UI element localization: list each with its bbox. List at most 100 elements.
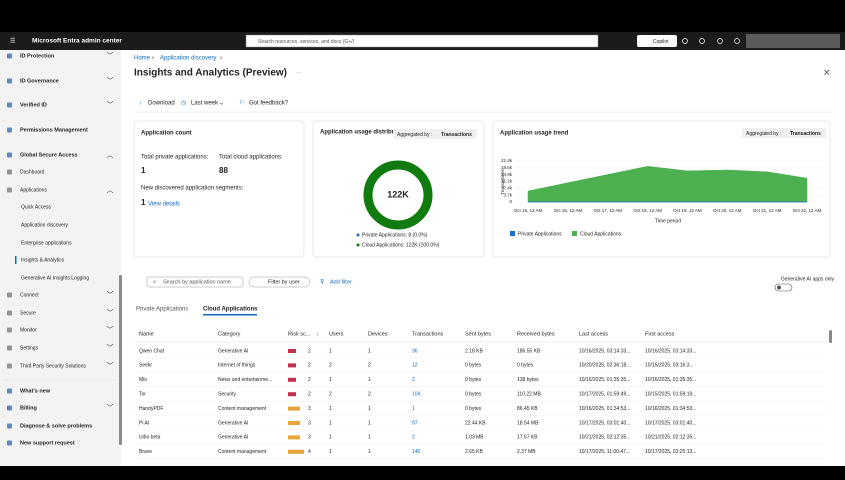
nav-item[interactable]: ID Governance — [20, 78, 59, 84]
risk-bar — [288, 349, 296, 353]
nav-item[interactable]: Application discovery — [21, 222, 68, 228]
cell: 186.55 KB — [517, 348, 541, 354]
column-header[interactable]: First access — [645, 331, 675, 337]
nav-item[interactable]: Enterprise applications — [21, 240, 72, 246]
toolbar-range[interactable]: Last week — [191, 101, 219, 107]
nav-icon — [7, 364, 12, 369]
nav-item[interactable]: Verified ID — [20, 102, 47, 108]
nav-item[interactable]: Dashboard — [20, 169, 45, 175]
cell[interactable]: 36 — [412, 348, 418, 354]
cell: 10/16/2025, 01:35:35... — [579, 377, 630, 383]
chevron: ﹀ — [107, 291, 114, 299]
cell: 2 — [368, 363, 371, 369]
close[interactable]: ✕ — [823, 67, 831, 77]
x-tick-label: Oct 21, 12 AM — [753, 208, 782, 213]
nav-icon — [7, 389, 12, 394]
cell[interactable]: 104 — [412, 392, 421, 398]
cell: Internet of things — [218, 363, 256, 369]
cell[interactable]: 2 — [412, 377, 415, 383]
cell[interactable]: 146 — [412, 449, 421, 455]
legend-dot — [357, 234, 360, 237]
nav-item[interactable]: Quick Access — [21, 204, 52, 210]
copilot-label: Copilot — [653, 39, 669, 45]
column-header[interactable]: Name — [139, 331, 154, 337]
card-title: Application usage trend — [500, 131, 569, 137]
nav-item[interactable]: What's new — [20, 388, 51, 394]
cell: 10/16/2025, 01:34:53... — [579, 406, 630, 412]
cell: 3 — [308, 435, 311, 441]
nav-item[interactable]: Permissions Management — [20, 127, 88, 133]
more[interactable]: ··· — [296, 71, 302, 77]
tab[interactable]: Private Applications — [136, 307, 188, 313]
cell: 2 — [308, 377, 311, 383]
chevron: ︿ — [107, 152, 114, 159]
nav-item[interactable]: Settings — [20, 345, 39, 351]
column-header[interactable]: Last access — [579, 331, 608, 337]
nav-item[interactable]: Global Secure Access — [20, 152, 78, 158]
cell: 10/17/2025, 01:59:49... — [579, 392, 630, 398]
nav-item[interactable]: Insights & Analytics — [21, 257, 65, 263]
column-header[interactable]: Received bytes — [517, 331, 555, 337]
account-blurred[interactable] — [746, 34, 840, 48]
chevron: ﹀ — [107, 101, 114, 109]
nav-item[interactable]: Connect — [20, 292, 39, 298]
cell: 10/16/2025, 01:34:53... — [645, 406, 696, 412]
cell: Tor — [139, 392, 146, 398]
donut-center: 122K — [387, 189, 409, 199]
cell: Pi AI — [139, 420, 149, 426]
column-header[interactable]: Transactions — [412, 331, 444, 337]
risk-bar — [288, 378, 296, 382]
breadcrumb[interactable]: Application discovery — [160, 56, 216, 62]
column-header[interactable]: Risk sc... — [288, 331, 311, 337]
cell: 1 — [368, 435, 371, 441]
nav-item[interactable]: Generative AI Insights Logging — [21, 275, 89, 281]
risk-bar — [288, 450, 304, 454]
cell[interactable]: 1 — [412, 406, 415, 412]
cell[interactable]: 97 — [412, 420, 418, 426]
nav-icon — [7, 128, 12, 133]
column-header[interactable]: Category — [218, 331, 241, 337]
chevron: ﹀ — [107, 77, 114, 85]
cell: 1 — [329, 348, 332, 354]
cell[interactable]: 2 — [412, 435, 415, 441]
active-indicator — [15, 256, 17, 264]
nav-item[interactable]: Secure — [20, 310, 36, 316]
nav-item[interactable]: Diagnose & solve problems — [20, 423, 92, 429]
cell: 2 — [308, 392, 311, 398]
add-filter[interactable]: Add filter — [330, 279, 352, 285]
chevron: ﹀ — [107, 52, 114, 60]
table-scrollbar — [829, 330, 832, 343]
toolbar-feedback[interactable]: Got feedback? — [249, 101, 289, 107]
breadcrumb[interactable]: Home — [134, 56, 151, 62]
cell: Security — [218, 392, 237, 398]
cell[interactable]: 12 — [412, 363, 418, 369]
column-header[interactable]: Users — [329, 331, 344, 337]
legend-label: Cloud Applications — [580, 231, 622, 237]
column-header[interactable]: Devices — [368, 331, 388, 337]
menu-icon[interactable]: ☰ — [10, 38, 15, 45]
nav-icon — [7, 153, 12, 158]
toolbar-download[interactable]: Download — [148, 101, 175, 107]
column-header[interactable]: Sent bytes — [465, 331, 491, 337]
cell: 10/15/2025, 01:59:19... — [645, 392, 696, 398]
chevron: ﹀ — [107, 326, 114, 334]
y-tick-label: 7.4k — [503, 186, 512, 191]
cell: 2 — [368, 392, 371, 398]
nav-item[interactable]: Third Party Security Solutions — [20, 363, 86, 369]
x-axis-title: Time period — [655, 218, 681, 224]
cell: 22.44 KB — [465, 420, 486, 426]
app-title[interactable]: Microsoft Entra admin center — [32, 38, 122, 45]
nav-item[interactable]: ID Protection — [20, 53, 55, 59]
cell: 1 — [329, 377, 332, 383]
cell: 0 bytes — [465, 363, 482, 369]
nav-item[interactable]: Monitor — [20, 327, 37, 333]
nav-icon — [7, 293, 12, 298]
nav-item[interactable]: New support request — [20, 440, 75, 446]
tab-underline — [203, 314, 257, 316]
link[interactable]: View details — [148, 202, 180, 208]
nav-item[interactable]: Billing — [20, 405, 37, 411]
tab-selected[interactable]: Cloud Applications — [203, 307, 258, 313]
y-tick-label: 22.4k — [501, 158, 513, 163]
nav-item[interactable]: Applications — [20, 187, 47, 193]
nav-icon — [7, 103, 12, 108]
